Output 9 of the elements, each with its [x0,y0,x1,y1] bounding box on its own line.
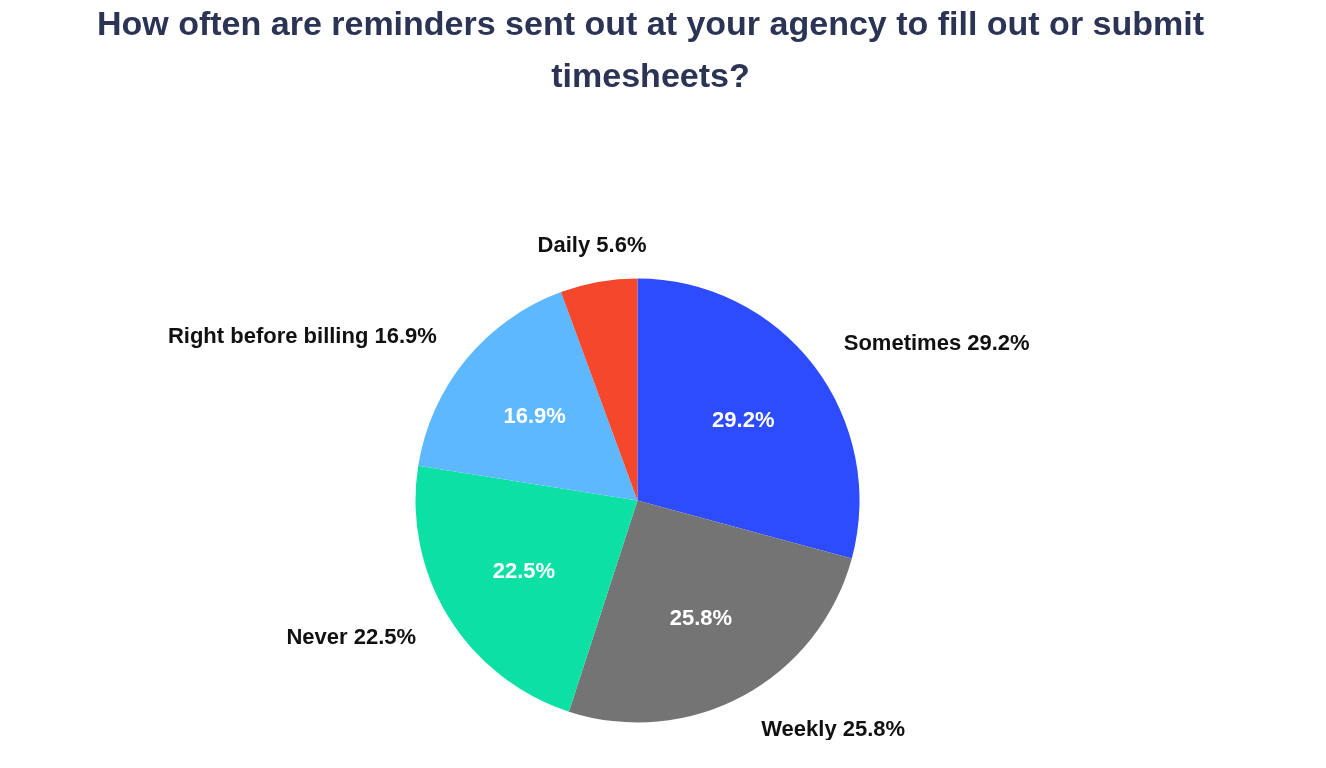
slice-label: Right before billing 16.9% [167,323,437,349]
slice-label: Never 22.5% [286,623,417,649]
data-label: 25.8% [669,605,733,631]
data-label: 22.5% [492,557,556,583]
slice-label: Daily 5.6% [537,232,647,258]
data-label: 29.2% [712,407,775,433]
chart-title: How often are reminders sent out at your agency to fill out or submit timesheets? [96,3,1205,94]
data-label: 16.9% [503,403,566,429]
slice-label: Sometimes 29.2% [843,330,1030,356]
